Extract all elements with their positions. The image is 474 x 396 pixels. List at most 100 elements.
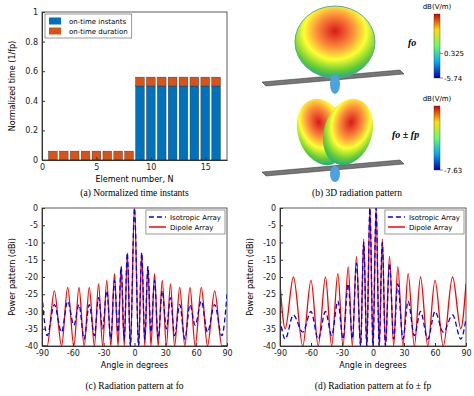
- tick: -10: [263, 239, 283, 248]
- caption: (b) 3D radiation pattern: [312, 188, 402, 199]
- tick-label: 0: [371, 349, 376, 358]
- x-axis-title: Angle in degrees: [101, 361, 168, 370]
- x-axis-title: Angle in degrees: [339, 361, 406, 370]
- axis-line: [42, 13, 43, 161]
- axis-line: [43, 346, 228, 347]
- tick-mark: [42, 260, 45, 261]
- colorbar-title: dB(V/m): [423, 3, 452, 11]
- tick: -40: [263, 342, 283, 351]
- tick-label: 0: [33, 156, 38, 165]
- tick: -60: [67, 343, 80, 358]
- bar: [70, 151, 79, 160]
- bar: [103, 151, 112, 160]
- colorbar: [434, 14, 440, 78]
- bar: [190, 77, 199, 86]
- tick-mark: [42, 225, 45, 226]
- legend-line: [388, 226, 405, 228]
- tick-mark: [280, 225, 283, 226]
- tick-mark: [73, 343, 74, 346]
- tick-label: 90: [222, 349, 232, 358]
- legend-line: [149, 226, 166, 228]
- tick: 0: [132, 343, 137, 358]
- tick-mark: [42, 277, 45, 278]
- tick-label: -40: [263, 342, 276, 351]
- tick: -20: [25, 273, 45, 282]
- tick-label: -35: [25, 325, 38, 334]
- colorbar-tick-label: -7.63: [444, 167, 462, 175]
- panel: -90-60-300306090-40-35-30-25-20-15-10-50…: [8, 204, 233, 370]
- tick-label: 90: [461, 349, 471, 358]
- axis-line: [43, 160, 228, 161]
- tick-mark: [42, 130, 45, 131]
- lobe: [330, 166, 340, 182]
- tick-mark: [42, 312, 45, 313]
- tick: -35: [263, 325, 283, 334]
- tick-mark: [373, 343, 374, 346]
- y-axis: -40-35-30-25-20-15-10-50: [25, 204, 45, 351]
- legend-label: on-time instants: [69, 18, 127, 26]
- legend-label: Isotropic Array: [170, 214, 221, 222]
- x-axis-title: Element number, N: [96, 175, 174, 184]
- tick-mark: [435, 343, 436, 346]
- tick-mark: [311, 343, 312, 346]
- plot-frame: [42, 208, 227, 346]
- tick-label: -30: [336, 349, 349, 358]
- series-line: [42, 208, 227, 346]
- tick: 60: [430, 343, 440, 358]
- legend: on-time instantson-time duration: [45, 14, 132, 38]
- caption: (a) Normalized time instants: [80, 188, 189, 199]
- series-line: [42, 208, 227, 346]
- plot-background: [42, 12, 227, 160]
- tick-label: -40: [25, 342, 38, 351]
- tick-label: -30: [98, 349, 111, 358]
- tick-mark: [165, 343, 166, 346]
- tick-label: -5: [268, 221, 276, 230]
- bar: [201, 86, 210, 160]
- tick: 30: [161, 343, 171, 358]
- tick: -20: [263, 273, 283, 282]
- panel: 05101500.20.40.60.81Element number, NNor…: [8, 8, 228, 184]
- bar: [136, 77, 145, 86]
- tick-label: 0: [132, 349, 137, 358]
- bar: [201, 77, 210, 86]
- tick: 15: [201, 157, 211, 172]
- y-axis: 00.20.40.60.81: [25, 8, 45, 165]
- tick-label: 60: [192, 349, 202, 358]
- bar-series: [136, 86, 221, 160]
- tick-label: 15: [201, 163, 211, 172]
- tick-mark: [280, 329, 283, 330]
- series-line: [280, 208, 466, 346]
- tick-label: -60: [67, 349, 80, 358]
- y-axis-title: Power pattern (dBi): [8, 238, 17, 316]
- bar: [157, 77, 166, 86]
- tick-label: 10: [146, 163, 156, 172]
- tick-mark: [227, 343, 228, 346]
- y-axis: -40-35-30-25-20-15-10-50: [263, 204, 283, 351]
- tick-label: -25: [25, 290, 38, 299]
- tick: 0: [371, 343, 376, 358]
- bar: [59, 151, 68, 160]
- bar: [125, 151, 134, 160]
- tick-mark: [42, 294, 45, 295]
- tick-mark: [404, 343, 405, 346]
- tick-mark: [42, 71, 45, 72]
- tick: 0.6: [25, 67, 45, 76]
- tick-mark: [280, 312, 283, 313]
- tick: -25: [263, 290, 283, 299]
- view-label: fo: [408, 37, 416, 48]
- bar: [146, 86, 155, 160]
- tick-label: 5: [94, 163, 99, 172]
- tick: 90: [461, 343, 471, 358]
- legend-label: Dipole Array: [170, 224, 213, 232]
- bar: [212, 86, 221, 160]
- tick-mark: [205, 157, 206, 160]
- tick-label: 0.4: [25, 97, 38, 106]
- tick-label: 1: [33, 8, 38, 17]
- tick-mark: [42, 42, 45, 43]
- colorbar-tick: [440, 78, 443, 79]
- tick: -15: [25, 256, 45, 265]
- tick-mark: [96, 157, 97, 160]
- figure: 05101500.20.40.60.81Element number, NNor…: [0, 0, 474, 396]
- tick: 0: [33, 156, 45, 165]
- colorbar-title: dB(V/m): [423, 95, 452, 103]
